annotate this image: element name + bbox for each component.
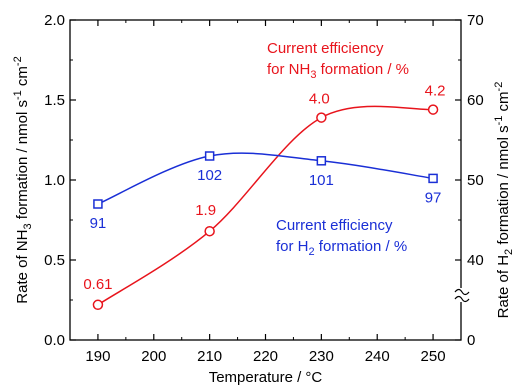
x-axis-label: Temperature / °C [209, 369, 323, 386]
y-left-tick-label: 1.0 [44, 172, 65, 189]
data-point-square [316, 156, 327, 166]
y-left-tick-label: 1.5 [44, 92, 65, 109]
x-tick-label: 230 [309, 348, 334, 365]
annotation-red-line2: for NH3 formation / % [267, 61, 409, 81]
data-point-square [93, 199, 103, 209]
y-axis-right-label: Rate of H2 formation / nmol s-1 cm-2 [493, 82, 515, 319]
data-point-square [204, 151, 215, 161]
y-left-tick-label: 0.5 [44, 252, 65, 269]
y-axis-left-label: Rate of NH3 formation / nmol s-1 cm-2 [12, 56, 34, 303]
x-tick-label: 210 [197, 348, 222, 365]
axis-break-mark [454, 288, 470, 303]
data-label: 4.0 [309, 91, 330, 108]
x-tick-label: 220 [253, 348, 278, 365]
x-tick-label: 250 [421, 348, 446, 365]
y-right-tick-label: 70 [467, 12, 484, 29]
x-tick-label: 200 [141, 348, 166, 365]
y-right-tick-label: 60 [467, 92, 484, 109]
x-tick-label: 240 [365, 348, 390, 365]
data-label: 1.9 [195, 202, 216, 219]
series-line-0 [97, 105, 434, 306]
data-label: 4.2 [425, 83, 446, 100]
data-label: 97 [425, 189, 442, 206]
annotation-blue-line2: for H2 formation / % [276, 238, 407, 258]
data-label: 91 [90, 215, 107, 232]
data-label: 101 [309, 172, 334, 189]
y-right-tick-label: 50 [467, 172, 484, 189]
annotation-red-line1: Current efficiency [267, 40, 384, 57]
data-label: 102 [197, 167, 222, 184]
data-point-circle [92, 299, 104, 311]
y-left-tick-label: 0.0 [44, 332, 65, 349]
y-left-tick-label: 2.0 [44, 12, 65, 29]
data-point-circle [204, 225, 215, 237]
data-point-circle [427, 104, 439, 115]
y-right-tick-label: 40 [467, 252, 484, 269]
data-point-square [428, 173, 438, 184]
series-line-1 [97, 152, 434, 205]
data-point-circle [316, 112, 327, 123]
annotation-blue-line1: Current efficiency [276, 217, 393, 234]
data-label: 0.61 [83, 276, 112, 293]
y-right-tick-label: 0 [467, 332, 475, 349]
x-tick-label: 190 [85, 348, 110, 365]
